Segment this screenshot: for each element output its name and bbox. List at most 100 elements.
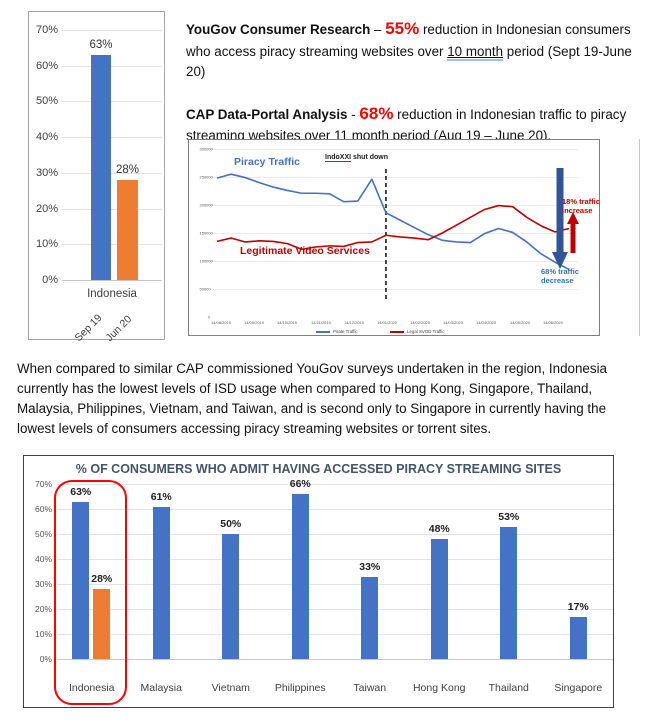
y-tick-label: 10% [34,629,52,639]
x-tick-label: 14/10/2019 [277,320,298,325]
legend-item: Legal SVOD Traffic [389,327,475,336]
legend-label: Legal SVOD Traffic [406,329,445,334]
bar-value-label: 61% [150,490,172,503]
bar-indonesia-0 [72,501,90,659]
separator: - [347,106,360,122]
bar-taiwan [361,576,379,659]
y-tick-label: 50% [34,529,52,539]
regional-piracy-chart: % OF CONSUMERS WHO ADMIT HAVING ACCESSED… [23,455,614,708]
chart-title: % OF CONSUMERS WHO ADMIT HAVING ACCESSED… [75,462,562,476]
category-label-singapore: Singapore [554,682,603,694]
legend-swatch [389,330,404,333]
category-label-indonesia: Indonesia [68,682,115,694]
gridline [62,137,162,139]
gridline [62,172,162,174]
x-tick-label: 14/11/2019 [310,320,331,325]
traffic-line-chart: 300000 250000 200000 150000 100000 50000 0 14/… [188,139,600,336]
bar-value-label: 33% [359,560,381,573]
gridline [57,609,613,610]
y-tick-label: 70% [34,479,52,489]
gridline [57,634,613,635]
bar-value-label: 48% [428,523,450,535]
increase-annotation: 18% traffic increase [562,197,600,216]
gridline [57,484,613,485]
category-label-vietnam: Vietnam [211,682,250,694]
gridline [62,101,162,103]
bar-value-label: 50% [220,518,242,530]
gridline [62,279,162,281]
category-label-taiwan: Taiwan [353,682,387,694]
y-tick-label: 10% [35,238,58,251]
bar-hong-kong [430,539,448,659]
series-legal-svod-traffic [216,204,570,251]
bar-indonesia-1 [93,589,111,659]
category-label-malaysia: Malaysia [140,682,182,694]
bar-malaysia [152,506,170,659]
period-10-month: 10 month [447,43,504,61]
x-tick-label: 14/04/2020 [476,320,497,325]
y-tick-label: 200000 [199,202,213,208]
y-tick-label: 100000 [199,258,213,264]
bar-sep19 [91,54,111,280]
piracy-traffic-label: Piracy Traffic [234,156,300,168]
traffic-decrease-arrow-icon [552,168,568,269]
y-tick-label: 30% [35,166,58,179]
y-tick-label: 0% [42,273,58,286]
category-label-hong-kong: Hong Kong [412,682,466,694]
x-axis: 14/08/2019 14/09/2019 14/10/2019 14/11/2019… [210,318,578,326]
separator: – [370,22,386,37]
bar-value-label: 63% [70,485,92,498]
bar-value-label: 17% [567,600,589,613]
x-tick-label: 14/01/2020 [376,320,397,325]
bar-jun20 [117,179,138,280]
reduction-pct-55: 55% [385,19,420,38]
x-tick-label: 14/05/2020 [509,320,530,325]
bar-value-label: 63% [89,38,113,51]
gridline [57,659,613,660]
indonesia-reduction-chart: 70% 60% 50% 40% 30% 20% 10% 0% 63% 28% Indonesia… [28,11,165,344]
yougov-title: YouGov Consumer Research [186,22,371,37]
shutdown-text: shut down [351,154,389,161]
gridline [62,65,162,67]
gridline [57,534,613,535]
series-pirate-traffic [216,173,570,271]
indonesia-highlight-circle [54,480,127,705]
cap-title: CAP Data-Portal Analysis [186,106,348,122]
legend-item: Pirate Traffic [315,327,378,336]
x-tick-label: 14/09/2019 [244,320,265,325]
y-tick-label: 150000 [199,230,213,236]
y-tick-label: 30% [34,579,52,589]
legend: Pirate Traffic Legal SVOD Traffic [213,327,578,336]
gridline [57,584,613,585]
yougov-text: reduction in Indonesian consumers who ac… [186,22,631,59]
y-tick-label: 40% [35,131,58,144]
traffic-increase-arrow-icon [567,212,579,253]
frame-edge [639,139,640,336]
y-tick-label: 0% [39,654,52,664]
y-tick-label: 50% [35,95,58,108]
bar-singapore [569,616,587,659]
y-tick-label: 50000 [199,286,211,292]
reduction-pct-68: 68% [359,103,394,123]
gridline [57,509,613,510]
y-tick-label: 20% [35,202,58,215]
bar-value-label: 28% [115,163,140,176]
x-tick-label: 14/12/2019 [343,320,364,325]
y-tick-label: 70% [35,24,58,36]
y-tick-label: 0 [207,314,210,320]
x-tick-label: 14/08/2019 [210,320,232,325]
gridline [62,30,162,31]
bar-thailand [500,526,518,659]
bar-value-label: 66% [289,478,311,490]
y-tick-label: 250000 [199,174,213,180]
line-plot [213,149,578,301]
gridline [62,208,162,210]
legend-label: Pirate Traffic [332,329,358,334]
bar-vietnam [222,534,240,659]
category-label: Indonesia [87,288,137,300]
y-tick-label: 300000 [199,146,213,152]
yougov-text-end: period (Sept 19-June 20) [186,43,632,79]
legitimate-services-label: Legitimate Video Services [240,245,370,257]
gridline [62,244,162,246]
